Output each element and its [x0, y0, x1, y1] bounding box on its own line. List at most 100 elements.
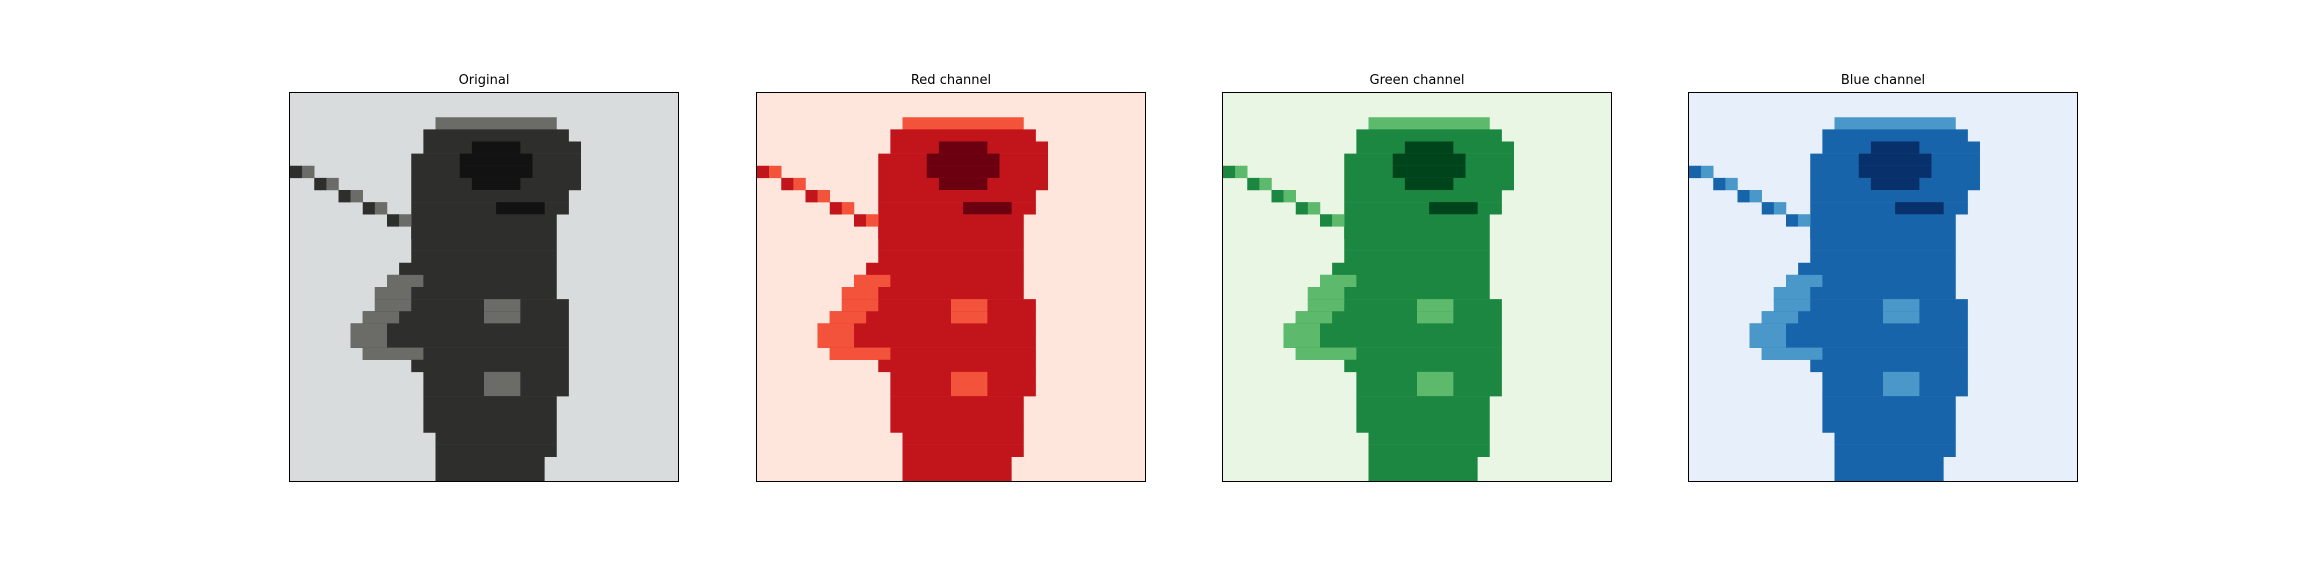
stick-pixel — [1786, 214, 1799, 227]
silhouette-pixels — [1429, 202, 1478, 215]
silhouette-pixels — [350, 323, 387, 336]
silhouette-pixels — [1858, 165, 1932, 179]
silhouette-pixels — [350, 335, 387, 348]
silhouette-pixels — [1295, 347, 1357, 360]
silhouette-pixels — [1368, 117, 1490, 130]
stick-pixel — [841, 202, 855, 215]
silhouette-pixels — [951, 299, 988, 312]
panel-title-blue-channel: Blue channel — [1840, 73, 1926, 88]
stick-pixel — [1737, 190, 1750, 203]
silhouette-pixels — [435, 432, 557, 445]
stick-pixel — [866, 214, 879, 227]
silhouette-pixels — [1870, 177, 1920, 191]
silhouette-pixels — [411, 190, 569, 203]
silhouette-pixels — [1749, 335, 1786, 348]
stick-pixel — [854, 214, 867, 227]
silhouette-pixels — [841, 287, 1024, 300]
image-panel-original — [289, 92, 679, 482]
silhouette-pixels — [926, 165, 1000, 179]
silhouette-pixels — [1417, 311, 1454, 324]
image-panel-green-channel — [1222, 92, 1612, 482]
silhouette-pixels — [1773, 287, 1811, 300]
silhouette-pixels — [471, 141, 521, 154]
silhouette-pixels — [1786, 274, 1823, 288]
silhouette-pixels — [387, 274, 424, 288]
silhouette-pixels — [1283, 335, 1320, 348]
silhouette-pixels — [435, 456, 545, 470]
silhouette-pixels — [1834, 432, 1956, 445]
silhouette-pixels — [902, 468, 1012, 481]
stick-pixel — [769, 165, 782, 179]
silhouette-pixels — [435, 468, 545, 481]
silhouette-pixels — [1283, 323, 1320, 336]
stick-pixel — [374, 202, 388, 215]
image-panel-red-channel — [756, 92, 1146, 482]
silhouette-pixels — [1356, 396, 1490, 409]
silhouette-pixels — [829, 311, 867, 324]
pixel-image-red-channel — [757, 93, 1145, 481]
silhouette-pixels — [1822, 408, 1956, 421]
silhouette-pixels — [902, 444, 1024, 457]
pixel-image-blue-channel — [1689, 93, 2077, 481]
silhouette-pixels — [951, 371, 988, 385]
silhouette-pixels — [890, 129, 1036, 142]
silhouette-pixels — [890, 408, 1024, 421]
silhouette-pixels — [902, 432, 1024, 445]
silhouette-pixels — [1356, 408, 1490, 421]
silhouette-pixels — [350, 323, 569, 336]
stick-pixel — [290, 165, 303, 179]
stick-pixel — [817, 190, 830, 203]
silhouette-pixels — [1834, 468, 1944, 481]
stick-pixel — [793, 177, 806, 191]
silhouette-pixels — [841, 287, 879, 300]
silhouette-pixels — [1320, 274, 1490, 288]
silhouette-pixels — [1417, 299, 1454, 312]
silhouette-pixels — [1761, 311, 1799, 324]
silhouette-pixels — [374, 287, 557, 300]
stick-pixel — [350, 190, 363, 203]
silhouette-pixels — [854, 274, 1024, 288]
silhouette-pixels — [1883, 384, 1920, 397]
silhouette-pixels — [1834, 117, 1956, 130]
silhouette-pixels — [878, 238, 1024, 251]
stick-pixel — [362, 202, 376, 215]
silhouette-pixels — [878, 214, 1024, 227]
silhouette-pixels — [1356, 420, 1490, 433]
silhouette-pixels — [1773, 287, 1956, 300]
stick-pixel — [411, 226, 424, 239]
silhouette-pixels — [1749, 335, 1968, 348]
stick-pixel — [302, 165, 315, 179]
stick-pixel — [399, 214, 412, 227]
silhouette-pixels — [1822, 396, 1956, 409]
stick-pixel — [1761, 202, 1775, 215]
silhouette-pixels — [423, 396, 557, 409]
stick-pixel — [781, 177, 794, 191]
silhouette-pixels — [423, 129, 569, 142]
silhouette-pixels — [435, 117, 557, 130]
stick-pixel — [1271, 190, 1284, 203]
silhouette-pixels — [1344, 250, 1490, 263]
silhouette-pixels — [1883, 311, 1920, 324]
image-panel-blue-channel — [1688, 92, 2078, 482]
stick-pixel — [805, 190, 818, 203]
silhouette-pixels — [829, 347, 891, 360]
stick-pixel — [1725, 177, 1738, 191]
silhouette-pixels — [878, 359, 1036, 373]
silhouette-pixels — [817, 335, 1036, 348]
silhouette-pixels — [362, 347, 424, 360]
silhouette-pixels — [484, 371, 521, 385]
pixel-image-original — [290, 93, 678, 481]
silhouette-pixels — [423, 408, 557, 421]
silhouette-pixels — [1368, 456, 1478, 470]
silhouette-pixels — [1810, 214, 1956, 227]
stick-pixel — [1749, 190, 1762, 203]
silhouette-pixels — [1810, 250, 1956, 263]
silhouette-pixels — [1834, 456, 1944, 470]
silhouette-pixels — [1392, 165, 1466, 179]
panel-title-green-channel: Green channel — [1369, 73, 1465, 88]
silhouette-pixels — [854, 274, 891, 288]
stick-pixel — [1332, 214, 1345, 227]
stick-pixel — [1713, 177, 1726, 191]
stick-pixel — [1798, 214, 1811, 227]
stick-pixel — [326, 177, 339, 191]
